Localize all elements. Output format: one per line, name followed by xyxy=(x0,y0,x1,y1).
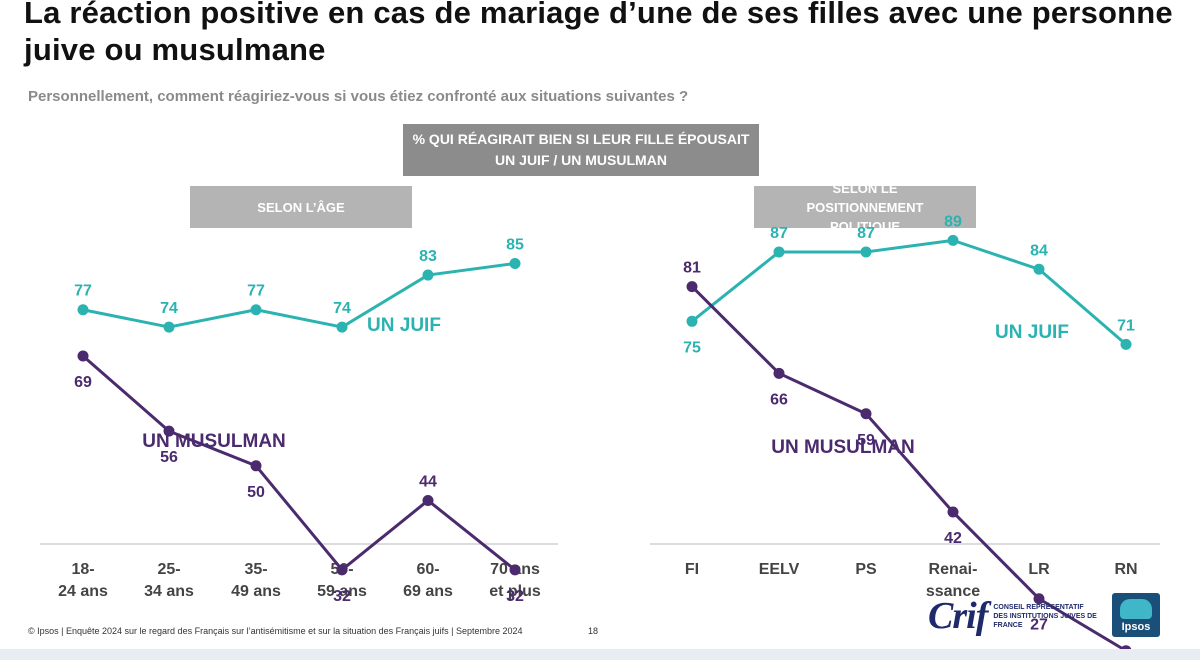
data-label: 69 xyxy=(74,374,92,391)
data-label: 56 xyxy=(160,449,178,466)
x-tick-label: 69 ans xyxy=(403,583,453,600)
data-label: 66 xyxy=(770,391,788,408)
main-label-line1: % QUI RÉAGIRAIT BIEN SI LEUR FILLE ÉPOUS… xyxy=(412,131,750,147)
data-point xyxy=(1120,338,1132,350)
data-point xyxy=(336,564,348,576)
data-point xyxy=(1033,263,1045,275)
x-tick-label: 49 ans xyxy=(231,583,281,600)
data-label: 74 xyxy=(160,300,178,317)
data-label: 42 xyxy=(944,530,962,547)
data-point xyxy=(1033,593,1045,605)
data-label: 71 xyxy=(1117,317,1135,334)
ipsos-logo: Ipsos xyxy=(1112,593,1160,637)
series-label-musulman: UN MUSULMAN xyxy=(142,431,286,452)
data-point xyxy=(860,246,872,258)
taskbar xyxy=(0,649,1200,660)
x-tick-label: PS xyxy=(855,561,877,578)
data-label: 77 xyxy=(74,283,92,300)
data-point xyxy=(250,304,262,316)
data-point xyxy=(947,234,959,246)
crif-logo: Crif CONSEIL REPRÉSENTATIF DES INSTITUTI… xyxy=(928,594,1113,638)
data-label: 83 xyxy=(419,248,437,265)
page-number: 18 xyxy=(588,626,599,636)
political-panel-title-text: SELON LE POSITIONNEMENT POLITIQUE xyxy=(806,180,924,234)
data-point xyxy=(336,321,348,333)
data-label: 27 xyxy=(1030,617,1048,634)
data-label: 32 xyxy=(333,588,351,605)
data-point xyxy=(686,315,698,327)
series-label-musulman: UN MUSULMAN xyxy=(771,437,915,458)
series-line-musulman xyxy=(82,354,516,572)
x-tick-label: et plus xyxy=(489,583,541,600)
crif-wordmark: Crif xyxy=(928,595,988,637)
series-label-juif: UN JUIF xyxy=(995,322,1069,343)
survey-question: Personnellement, comment réagiriez-vous … xyxy=(28,88,689,105)
data-label: 85 xyxy=(506,237,524,254)
data-label: 84 xyxy=(1030,242,1048,259)
data-label: 44 xyxy=(419,473,437,490)
data-point xyxy=(422,494,434,506)
x-tick-label: FI xyxy=(685,561,699,578)
series-line-juif xyxy=(82,262,516,329)
age-panel-title: SELON L’ÂGE xyxy=(190,186,412,228)
data-point xyxy=(163,321,175,333)
x-tick-label: 18- xyxy=(71,561,94,578)
series-line-juif xyxy=(691,238,1127,346)
data-point xyxy=(509,258,521,269)
ipsos-logo-mark xyxy=(1120,599,1152,619)
political-panel-title: SELON LE POSITIONNEMENT POLITIQUE xyxy=(754,181,976,234)
x-tick-label: EELV xyxy=(759,561,800,578)
data-point xyxy=(947,506,959,518)
data-label: 74 xyxy=(333,300,351,317)
crif-tagline-line1: CONSEIL REPRÉSENTATIF xyxy=(993,603,1084,611)
data-label: 75 xyxy=(683,339,701,356)
data-point xyxy=(509,564,521,576)
data-point xyxy=(773,367,785,379)
series-label-juif: UN JUIF xyxy=(367,315,441,336)
data-point xyxy=(77,304,89,316)
x-tick-label: 34 ans xyxy=(144,583,194,600)
data-point xyxy=(773,246,785,258)
data-point xyxy=(422,269,434,281)
data-label: 87 xyxy=(857,225,875,242)
data-label: 50 xyxy=(247,484,265,501)
data-label: 89 xyxy=(944,213,962,230)
data-label: 81 xyxy=(683,260,701,277)
crif-tagline: CONSEIL REPRÉSENTATIF DES INSTITUTIONS J… xyxy=(993,603,1113,630)
x-tick-label: 25- xyxy=(157,561,180,578)
main-label-box: % QUI RÉAGIRAIT BIEN SI LEUR FILLE ÉPOUS… xyxy=(403,124,759,176)
footer-source: © Ipsos | Enquête 2024 sur le regard des… xyxy=(28,626,523,636)
x-tick-label: RN xyxy=(1114,561,1137,578)
page-title: La réaction positive en cas de mariage d… xyxy=(24,0,1173,67)
x-tick-label: 59 ans xyxy=(317,583,367,600)
data-label: 32 xyxy=(506,588,524,605)
data-point xyxy=(686,281,698,293)
crif-tagline-line2: DES INSTITUTIONS JUIVES DE FRANCE xyxy=(993,612,1097,629)
series-line-musulman xyxy=(690,285,1127,653)
data-label: 59 xyxy=(857,432,875,449)
data-point xyxy=(860,408,872,420)
x-tick-label: 35- xyxy=(244,561,267,578)
x-tick-label: LR xyxy=(1028,561,1050,578)
x-tick-label: ssance xyxy=(926,583,980,600)
data-point xyxy=(250,460,262,472)
data-label: 87 xyxy=(770,225,788,242)
data-point xyxy=(163,425,175,437)
x-tick-label: Renai- xyxy=(929,561,978,578)
data-point xyxy=(77,350,89,362)
main-label-line2: UN JUIF / UN MUSULMAN xyxy=(495,152,667,168)
x-tick-label: 60- xyxy=(416,561,439,578)
ipsos-wordmark: Ipsos xyxy=(1121,621,1151,633)
x-tick-label: 24 ans xyxy=(58,583,108,600)
data-label: 77 xyxy=(247,283,265,300)
